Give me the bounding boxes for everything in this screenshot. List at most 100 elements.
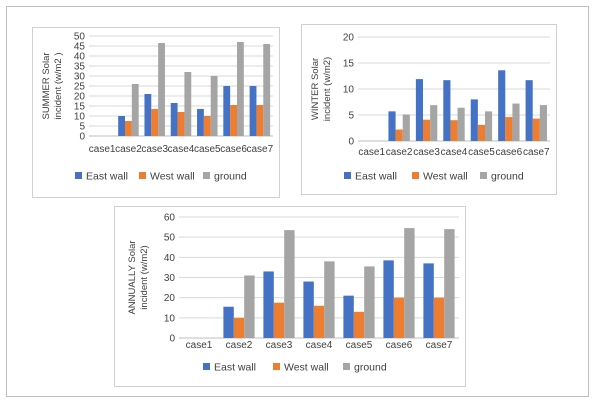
x-tick-label: case3 [413, 147, 440, 158]
legend-label: ground [491, 171, 524, 183]
y-tick-label: 0 [348, 137, 354, 148]
bar-ground-case6 [512, 103, 520, 141]
y-axis-title: SUMMER Solar incident (w/m2 ) [41, 52, 64, 119]
bar-east-wall-case7 [525, 80, 533, 141]
y-tick-label: 45 [74, 42, 86, 53]
x-tick-label: case6 [386, 340, 413, 351]
bar-west-wall-case2 [233, 317, 245, 338]
legend-swatch-west-wall [139, 172, 146, 179]
y-axis-title-line2: incident (w/m2) [139, 245, 150, 309]
bar-east-wall-case3 [144, 94, 152, 136]
y-tick-label: 15 [74, 102, 86, 113]
y-tick-label: 30 [164, 273, 176, 284]
bar-west-wall-case4 [450, 120, 458, 141]
y-axis-title-line2: incident (w/m2 ) [53, 52, 64, 119]
y-tick-label: 20 [343, 33, 355, 44]
y-tick-label: 35 [74, 62, 86, 73]
bar-west-wall-case6 [393, 297, 405, 338]
bar-ground-case5 [484, 111, 493, 141]
legend-swatch-ground [343, 363, 350, 370]
legend-swatch-ground [480, 172, 487, 179]
x-tick-label: case1 [89, 144, 116, 155]
y-axis-title-line2: incident (w/m2) [322, 57, 333, 121]
legend-label: ground [354, 362, 387, 374]
y-tick-label: 60 [164, 213, 176, 224]
bar-west-wall-case2 [395, 129, 403, 141]
legend-label: East wall [355, 171, 397, 183]
y-tick-label: 10 [164, 313, 176, 324]
y-tick-label: 0 [169, 334, 175, 345]
y-tick-label: 40 [164, 253, 176, 264]
bar-east-wall-case4 [170, 103, 178, 136]
y-tick-label: 50 [164, 233, 176, 244]
bar-east-wall-case6 [383, 260, 394, 338]
legend-swatch-ground [203, 172, 210, 179]
bar-ground-case3 [158, 43, 165, 136]
bar-west-wall-case6 [505, 117, 513, 141]
legend-label: East wall [86, 171, 128, 183]
legend-swatch-west-wall [412, 172, 419, 179]
bar-ground-case4 [324, 261, 335, 338]
bar-east-wall-case5 [197, 109, 204, 136]
x-tick-label: case5 [468, 147, 495, 158]
legend-label: West wall [150, 171, 195, 183]
x-tick-label: case4 [168, 144, 195, 155]
bar-west-wall-case6 [230, 105, 237, 136]
legend-swatch-east-wall [344, 172, 351, 179]
bar-west-wall-case3 [423, 119, 431, 141]
bar-west-wall-case5 [203, 116, 211, 136]
bar-west-wall-case2 [125, 121, 132, 136]
y-tick-label: 20 [164, 293, 176, 304]
bar-west-wall-case5 [477, 124, 485, 141]
x-tick-label: case2 [226, 340, 253, 351]
x-tick-label: case1 [358, 147, 385, 158]
bar-ground-case6 [236, 42, 244, 136]
y-tick-label: 5 [79, 122, 85, 133]
bar-ground-case2 [131, 84, 139, 136]
y-tick-label: 30 [74, 72, 86, 83]
bar-ground-case2 [244, 275, 255, 338]
bar-east-wall-case3 [415, 79, 424, 141]
y-tick-label: 50 [74, 32, 86, 43]
bar-east-wall-case2 [223, 306, 234, 338]
legend-label: ground [214, 171, 247, 183]
winter-chart: 0 5 10 15 20 case1 case2 case3 case4 case5 case6 ca… [301, 24, 557, 195]
bar-ground-case4 [457, 107, 465, 141]
x-tick-label: case7 [426, 340, 453, 351]
bar-ground-case2 [402, 114, 410, 141]
bar-east-wall-case6 [498, 70, 506, 141]
annual-chart: 0 10 20 30 40 50 60 case1 case2 case3 case4 case5 ca… [114, 206, 466, 387]
y-tick-label: 20 [74, 92, 86, 103]
y-axis-title: ANNUALLY Solar incident (w/m2) [127, 240, 150, 314]
y-axis-title-line1: ANNUALLY Solar [127, 240, 138, 314]
y-axis-title-line1: SUMMER Solar [41, 52, 52, 119]
y-tick-label: 10 [74, 112, 86, 123]
x-tick-label: case6 [496, 147, 523, 158]
bar-ground-case3 [284, 230, 295, 338]
y-axis-title-line1: WINTER Solar [310, 58, 321, 120]
bar-ground-case7 [539, 105, 547, 141]
bar-west-wall-case4 [313, 305, 325, 338]
x-tick-label: case4 [306, 340, 333, 351]
bar-ground-case5 [210, 76, 218, 136]
bar-west-wall-case5 [353, 311, 365, 338]
x-tick-label: case1 [186, 340, 213, 351]
bar-east-wall-case5 [470, 99, 478, 141]
x-tick-label: case4 [441, 147, 468, 158]
x-tick-label: case6 [220, 144, 247, 155]
bar-west-wall-case3 [273, 302, 285, 338]
x-tick-label: case2 [115, 144, 142, 155]
y-tick-label: 5 [348, 111, 354, 122]
winter-chart-svg: 0 5 10 15 20 case1 case2 case3 case4 case5 case6 ca… [310, 33, 550, 183]
bar-east-wall-case2 [388, 111, 396, 141]
y-axis-title: WINTER Solar incident (w/m2) [310, 57, 333, 121]
legend-label: West wall [423, 171, 468, 183]
bar-ground-case7 [263, 44, 271, 136]
summer-chart: 0 5 10 15 20 25 30 35 40 45 50 case1 case2 case3 case4… [32, 27, 280, 198]
legend-swatch-west-wall [273, 363, 280, 370]
bar-ground-case3 [430, 105, 438, 141]
y-tick-label: 10 [343, 85, 355, 96]
y-tick-label: 0 [79, 132, 85, 143]
x-tick-label: case3 [266, 340, 293, 351]
